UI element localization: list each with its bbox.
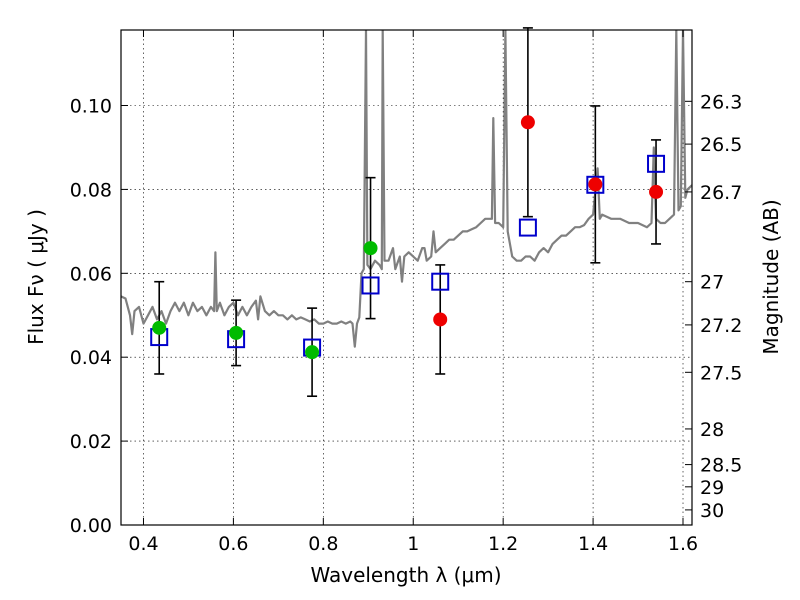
mag-tick-label: 28 [700,419,724,441]
x-tick-label: 1 [407,533,419,555]
y-tick-label: 0.08 [70,179,112,201]
plot-area [121,30,692,348]
model-spectrum-line [121,30,692,348]
model-band-square [647,154,666,173]
model-band-square [361,276,380,295]
plot-frame [120,29,693,526]
x-tick-label: 1.6 [668,533,698,555]
nir-flux-point [649,184,664,199]
axis-ticks: 0.4 0.6 0.8 1 1.2 1.4 1.6 0.00 0.02 0.04 0.06 0.08 0… [70,30,742,555]
model-band-square [518,218,537,237]
mag-tick-label: 28.5 [700,455,742,477]
nir-flux-point [433,312,448,327]
mag-tick-label: 30 [700,500,724,522]
mag-tick-label: 26.3 [700,91,742,113]
mag-tick-label: 26.7 [700,182,742,204]
optical-flux-point [229,325,244,340]
mag-tick-label: 27 [700,272,724,294]
x-tick-label: 1.4 [578,533,608,555]
optical-flux-point [363,241,378,256]
grid-lines [121,30,692,526]
y-tick-label: 0.04 [70,347,112,369]
x-tick-label: 0.8 [308,533,338,555]
mag-tick-label: 29 [700,477,724,499]
y-tick-label: 0.00 [70,515,112,537]
y-tick-label: 0.06 [70,263,112,285]
y-axis-title: Flux Fν ( μJy ) [24,209,48,345]
y-tick-label: 0.10 [70,96,112,118]
mag-tick-label: 26.5 [700,134,742,156]
nir-flux-point [588,177,603,192]
mag-tick-label: 27.5 [700,362,742,384]
model-band-square [431,272,450,291]
optical-flux-point [152,320,167,335]
x-tick-label: 0.6 [218,533,248,555]
mag-tick-label: 27.2 [700,315,742,337]
x-tick-label: 0.4 [128,533,158,555]
y2-axis-title: Magnitude (AB) [759,199,783,354]
x-axis-title: Wavelength λ (μm) [310,563,501,587]
data-markers [150,27,666,398]
model-band-square [586,175,605,194]
optical-flux-point [305,345,320,360]
nir-flux-point [520,115,535,130]
x-tick-label: 1.2 [488,533,518,555]
y-tick-label: 0.02 [70,431,112,453]
